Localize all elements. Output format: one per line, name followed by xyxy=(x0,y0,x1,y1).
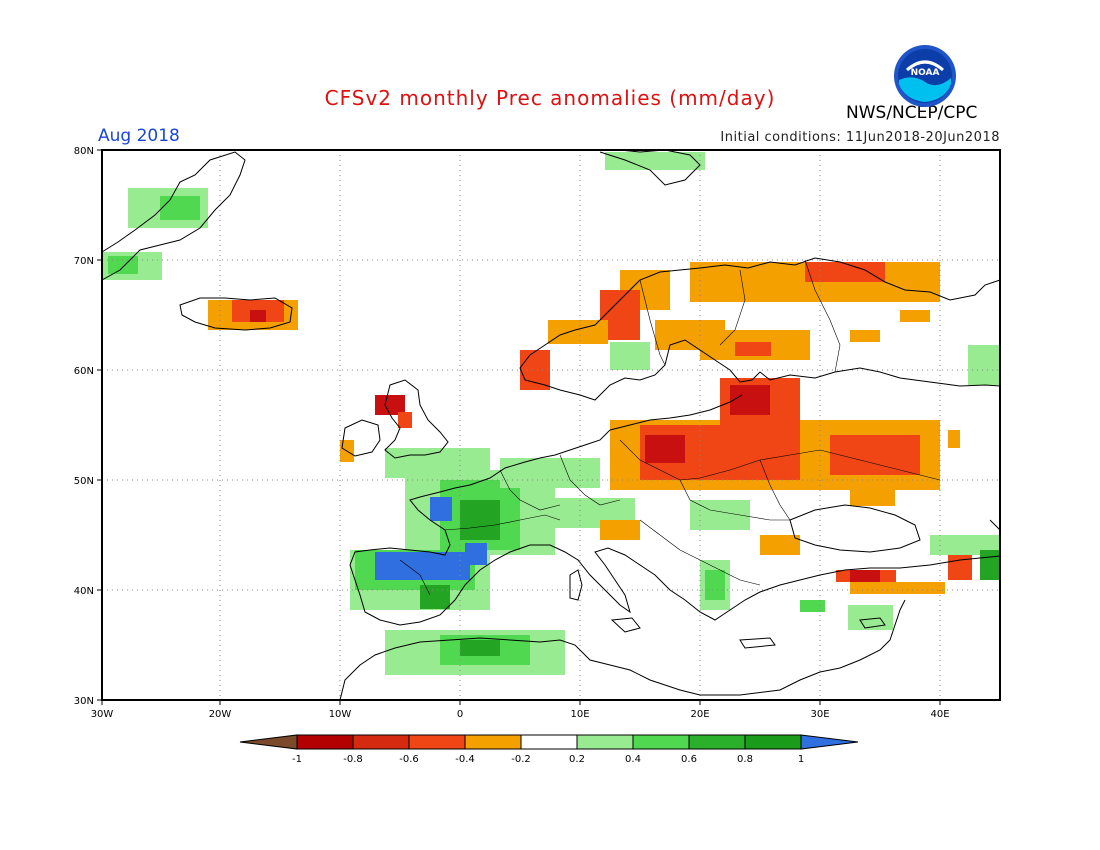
legend-tick-label: -1 xyxy=(292,754,302,765)
lon-label: 20E xyxy=(690,709,709,720)
agency-label: NWS/NCEP/CPC xyxy=(846,103,978,123)
lon-label: 0 xyxy=(457,709,463,720)
legend-swatch xyxy=(688,734,746,750)
anomaly-patch xyxy=(375,552,470,580)
legend-tick-label: 0.8 xyxy=(737,754,753,765)
map-frame xyxy=(101,149,1001,701)
legend-arrow-low xyxy=(239,734,298,750)
color-legend xyxy=(239,734,859,750)
anomaly-patch xyxy=(460,640,500,656)
legend-tick-label: 0.2 xyxy=(569,754,585,765)
lon-label: 30E xyxy=(810,709,829,720)
anomaly-patch xyxy=(830,435,920,475)
lon-label: 10W xyxy=(329,709,352,720)
lon-label: 40E xyxy=(930,709,949,720)
logo-text: NOAA xyxy=(911,68,940,78)
anomaly-patch xyxy=(465,543,487,565)
map-grid xyxy=(102,150,1000,700)
legend-swatch xyxy=(520,734,578,750)
lat-label: 30N xyxy=(74,696,94,707)
anomaly-patch xyxy=(250,310,266,322)
lon-label: 30W xyxy=(91,709,114,720)
anomaly-patch xyxy=(500,458,600,488)
page-title: CFSv2 monthly Prec anomalies (mm/day) xyxy=(324,86,776,110)
anomaly-patch xyxy=(848,605,893,630)
legend-tick-label: -0.8 xyxy=(343,754,363,765)
anomaly-patch xyxy=(645,435,685,463)
legend-swatch xyxy=(408,734,466,750)
lat-label: 50N xyxy=(74,476,94,487)
anomaly-patch xyxy=(160,196,200,220)
anomaly-patch xyxy=(108,256,138,274)
anomaly-patch xyxy=(610,342,650,370)
lat-label: 70N xyxy=(74,256,94,267)
borders xyxy=(399,259,941,596)
noaa-logo-icon: NOAA xyxy=(894,45,956,107)
anomaly-patch xyxy=(705,570,725,600)
anomaly-patch xyxy=(548,320,608,344)
anomaly-patch xyxy=(948,430,960,448)
legend-arrow-high xyxy=(800,734,859,750)
anomaly-patch xyxy=(600,520,640,540)
legend-swatch xyxy=(296,734,354,750)
anomaly-patch xyxy=(460,500,500,540)
anomaly-patch xyxy=(520,350,550,390)
legend-labels: -1 -0.8 -0.6 -0.4 -0.2 0.2 0.4 0.6 0.8 1 xyxy=(292,754,804,765)
anomaly-patch xyxy=(850,570,880,582)
anomaly-patch xyxy=(398,412,412,428)
legend-swatch xyxy=(464,734,522,750)
coastlines xyxy=(101,149,1001,701)
anomaly-patch xyxy=(430,497,452,521)
anomaly-patch xyxy=(900,310,930,322)
legend-tick-label: 0.6 xyxy=(681,754,697,765)
anomaly-patch xyxy=(850,480,895,506)
anomaly-patch xyxy=(760,535,800,555)
lon-label: 10E xyxy=(570,709,589,720)
anomaly-patch xyxy=(800,600,825,612)
legend-tick-label: -0.2 xyxy=(511,754,531,765)
legend-swatch xyxy=(632,734,690,750)
anomaly-patch xyxy=(690,262,820,302)
lon-labels: 30W 20W 10W 0 10E 20E 30E 40E xyxy=(91,709,950,720)
legend-tick-label: 0.4 xyxy=(625,754,641,765)
anomaly-patch xyxy=(420,585,450,609)
anomaly-patch xyxy=(968,345,1000,385)
legend-swatch xyxy=(576,734,634,750)
lat-label: 40N xyxy=(74,586,94,597)
lat-label: 80N xyxy=(74,146,94,157)
legend-tick-label: -0.6 xyxy=(399,754,419,765)
forecast-month: Aug 2018 xyxy=(98,126,180,146)
anomaly-patch xyxy=(730,385,770,415)
anomaly-patch xyxy=(605,152,705,170)
legend-tick-label: 1 xyxy=(798,754,804,765)
lat-labels: 80N 70N 60N 50N 40N 30N xyxy=(74,146,94,707)
anomaly-patch xyxy=(850,330,880,342)
anomaly-patch xyxy=(735,342,771,356)
legend-tick-label: -0.4 xyxy=(455,754,475,765)
anomaly-patch xyxy=(805,262,885,282)
legend-swatch xyxy=(744,734,802,750)
lat-label: 60N xyxy=(74,366,94,377)
axis-ticks xyxy=(97,149,941,705)
legend-swatch xyxy=(352,734,410,750)
anomaly-patch xyxy=(850,582,945,594)
anomaly-patch xyxy=(980,550,1000,580)
anomaly-patch xyxy=(375,395,405,415)
anomaly-cells xyxy=(102,152,1000,675)
lon-label: 20W xyxy=(209,709,232,720)
initial-conditions: Initial conditions: 11Jun2018-20Jun2018 xyxy=(720,130,1000,145)
